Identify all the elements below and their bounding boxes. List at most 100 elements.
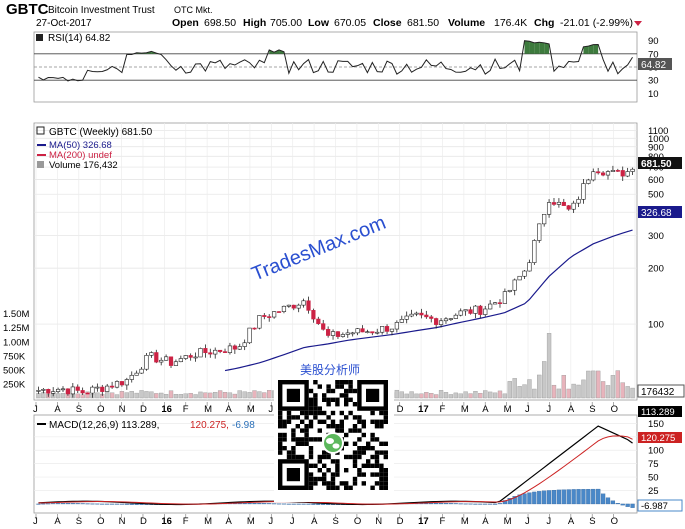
candle-body [168, 356, 174, 366]
rsi-overbought-fill [529, 41, 535, 54]
qr-module [291, 415, 296, 420]
qr-module [374, 463, 380, 468]
candle-body [276, 311, 282, 313]
volume-bar [453, 392, 458, 399]
qr-module [383, 476, 388, 482]
macd-hist-bar [100, 503, 105, 505]
x-tick-label: D [397, 516, 404, 527]
qr-module [335, 472, 340, 477]
x-tick-label: N [119, 516, 126, 527]
qr-module [322, 481, 327, 486]
x-tick-label: S [76, 404, 82, 415]
open-value: 698.50 [204, 17, 236, 29]
macd-tick-label: 150 [648, 419, 664, 430]
qr-module [335, 428, 340, 433]
price-tick-label: 500 [648, 190, 664, 201]
macd-hist-bar [46, 503, 51, 505]
x-tick-label: N [119, 404, 126, 415]
candle-body [51, 391, 56, 394]
volume-bar [139, 390, 144, 399]
qr-module [282, 432, 287, 438]
qr-module [286, 454, 292, 460]
qr-module [357, 437, 362, 442]
candle-body [340, 334, 345, 337]
volume-bar [193, 394, 198, 399]
signal-tag-text: 120.275 [641, 433, 675, 444]
x-tick-label: M [504, 516, 512, 527]
volume-tag-text: 176432 [641, 387, 675, 398]
volume-bar [183, 393, 188, 399]
qr-module [278, 437, 283, 442]
qr-module [348, 397, 353, 402]
macd-hist-bar [257, 503, 262, 505]
macd-hist-bar [591, 488, 596, 505]
candle-body [213, 349, 218, 355]
candle-body [237, 346, 242, 350]
qr-module [308, 446, 314, 451]
macd-hist-bar [262, 503, 267, 505]
macd-hist-bar [267, 503, 272, 505]
price-tick-label: 300 [648, 231, 664, 242]
qr-module [322, 410, 327, 416]
qr-module [286, 450, 292, 455]
qr-module [313, 380, 318, 385]
macd-hist-bar [610, 500, 616, 505]
qr-module [361, 450, 366, 455]
qr-module [330, 481, 336, 486]
qr-module [291, 450, 296, 455]
qr-module [374, 450, 380, 455]
qr-module [313, 402, 318, 407]
qr-module [282, 424, 287, 429]
legend-ma200: MA(200) undef [49, 150, 112, 161]
volume-bar [217, 390, 223, 399]
qr-module [313, 463, 318, 468]
volume-bar [443, 392, 449, 399]
x-tick-label: S [589, 404, 595, 415]
volume-bar [483, 390, 488, 399]
qr-module [352, 415, 358, 420]
macd-hist-bar [512, 496, 517, 505]
close-price-tag [638, 157, 682, 169]
volume-bar [159, 392, 164, 399]
qr-module [335, 485, 340, 490]
price-tick-label: 1000 [648, 134, 669, 145]
candle-body [596, 171, 601, 174]
volume-bar [438, 390, 444, 399]
down-arrow-icon [634, 21, 642, 26]
candle-body [532, 240, 537, 263]
x-tick-label: A [568, 516, 575, 527]
qr-module [374, 459, 380, 464]
qr-module [308, 388, 314, 394]
qr-module [308, 419, 314, 424]
volume-bar [630, 387, 635, 399]
qr-module [339, 481, 344, 486]
price-tick-label: 200 [648, 264, 664, 275]
candle-body [286, 304, 291, 307]
volume-bar [144, 391, 149, 399]
candle-body [502, 291, 507, 304]
x-tick-label: O [611, 516, 618, 527]
qr-module [304, 432, 309, 438]
qr-module [383, 472, 388, 477]
qr-module [326, 485, 331, 490]
volume-bar [546, 333, 552, 399]
candle-body [114, 381, 120, 388]
macd-hist-bar [566, 489, 571, 505]
candle-body [507, 289, 512, 292]
volume-bar [237, 390, 242, 399]
qr-module [295, 441, 300, 446]
qr-module [379, 468, 384, 473]
volume-tick-label: 1.25M [3, 323, 29, 334]
qr-module [374, 437, 380, 442]
candle-body [542, 213, 547, 225]
change-value: -21.01 (-2.99%) [560, 17, 633, 29]
qr-module [313, 476, 318, 482]
qr-module [330, 424, 336, 429]
qr-module [308, 481, 314, 486]
qr-module [322, 472, 327, 477]
macd-hist-bar [473, 503, 478, 505]
qr-module [308, 450, 314, 455]
qr-module [352, 463, 358, 468]
macd-hist-bar [492, 503, 498, 505]
